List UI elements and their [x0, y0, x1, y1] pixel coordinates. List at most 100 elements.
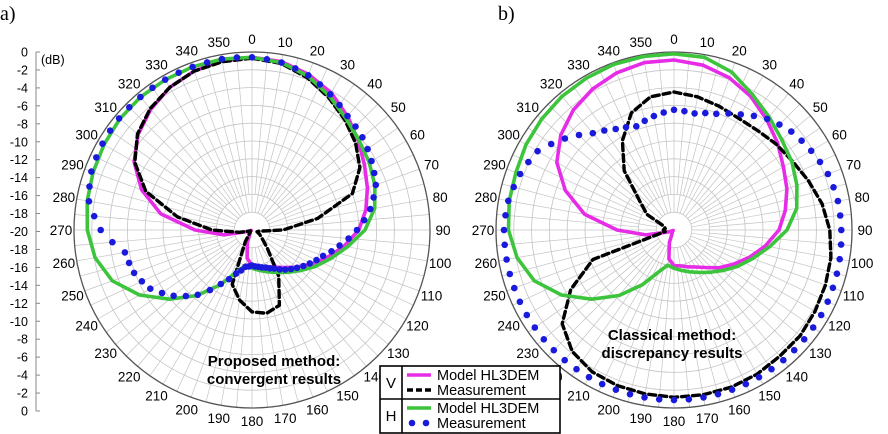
data-point — [788, 128, 795, 135]
grid-spoke — [254, 265, 268, 408]
grid-spoke — [512, 244, 642, 306]
grid-spoke — [125, 254, 228, 357]
legend-row-key: V — [386, 375, 396, 392]
angle-tick-label: 350 — [208, 35, 231, 50]
angle-tick-label: 220 — [118, 369, 141, 384]
data-point — [86, 183, 93, 190]
series-line-1 — [133, 56, 362, 315]
data-point — [816, 158, 824, 166]
legend-swatch-dot — [422, 419, 430, 427]
data-point — [237, 267, 245, 274]
data-point — [93, 154, 100, 161]
grid-spoke — [265, 115, 389, 219]
polar-grid — [73, 51, 431, 409]
data-point — [780, 356, 787, 364]
grid-spoke — [708, 238, 847, 277]
data-point — [836, 255, 843, 263]
angle-tick-label: 300 — [75, 128, 98, 143]
data-point — [147, 285, 154, 293]
data-point — [837, 241, 845, 248]
data-point — [158, 289, 166, 297]
angle-tick-label: 200 — [175, 403, 198, 418]
grid-spoke — [501, 238, 640, 277]
annotation-line: Proposed method: — [208, 353, 341, 370]
grid-spoke — [287, 214, 430, 228]
data-point — [510, 183, 517, 191]
data-point — [540, 336, 548, 343]
angle-tick-label: 250 — [61, 288, 84, 303]
grid-spoke — [260, 264, 299, 403]
data-point — [534, 147, 541, 155]
angle-tick-label: 350 — [630, 35, 653, 50]
data-point — [281, 266, 289, 273]
db-tick-label: -14 — [10, 279, 28, 293]
angle-tick-label: 100 — [429, 256, 452, 271]
angle-tick-label: 320 — [118, 77, 141, 92]
data-point — [316, 81, 324, 88]
data-point — [626, 390, 634, 398]
angle-tick-label: 170 — [274, 411, 297, 426]
data-point — [287, 265, 295, 273]
angle-tick-label: 180 — [663, 414, 686, 429]
angle-tick-label: 230 — [94, 346, 117, 361]
data-point — [336, 101, 343, 109]
data-point — [585, 373, 593, 381]
grid-spoke — [612, 62, 669, 214]
data-point — [633, 123, 640, 130]
angle-tick-label: 210 — [145, 388, 168, 403]
legend-swatch-dot — [408, 419, 416, 427]
grid-spoke — [571, 258, 654, 377]
angle-tick-label: 120 — [828, 319, 851, 334]
angle-tick-label: 190 — [630, 411, 653, 426]
grid-spoke — [149, 258, 232, 377]
grid-spoke — [537, 115, 661, 219]
angle-tick-label: 50 — [813, 100, 828, 115]
grid-spoke — [276, 103, 379, 206]
grid-spoke — [287, 232, 430, 246]
grid-spoke — [269, 198, 428, 228]
grid-spoke — [162, 75, 244, 215]
angle-tick-label: 260 — [475, 256, 498, 271]
grid-spoke — [685, 93, 789, 217]
data-point — [742, 380, 750, 388]
data-point — [824, 170, 832, 178]
grid-spoke — [105, 127, 224, 210]
grid-spoke — [642, 54, 672, 213]
data-point — [305, 72, 312, 79]
data-point — [531, 324, 539, 331]
data-point — [328, 248, 335, 255]
db-tick-label: -14 — [10, 171, 28, 185]
data-point — [702, 109, 709, 117]
grid-spoke — [84, 235, 236, 292]
db-tick-label: -18 — [10, 207, 28, 221]
grid-spoke — [254, 54, 284, 213]
angle-tick-label: 30 — [762, 58, 777, 73]
data-point — [218, 55, 226, 63]
angle-tick-label: 110 — [421, 288, 443, 303]
data-point — [85, 198, 93, 205]
data-point — [836, 212, 844, 219]
grid-spoke — [79, 238, 218, 277]
grid-spoke — [658, 52, 672, 195]
grid-spoke — [498, 232, 657, 262]
grid-spoke — [519, 238, 659, 320]
grid-spoke — [267, 238, 407, 320]
data-point — [149, 84, 156, 92]
legend-item-label: Measurement — [437, 383, 526, 399]
data-point — [206, 286, 214, 294]
data-point — [516, 298, 524, 306]
db-tick-label: -10 — [10, 135, 28, 149]
angle-tick-label: 0 — [248, 32, 256, 47]
grid-spoke — [694, 258, 777, 377]
grid-spoke — [584, 75, 666, 215]
grid-spoke — [501, 183, 640, 222]
data-point — [170, 292, 177, 300]
data-point — [232, 270, 240, 277]
angle-tick-label: 10 — [700, 35, 715, 50]
db-tick-label: -2 — [17, 63, 28, 77]
annotation-line: Classical method: — [608, 327, 736, 344]
data-point — [829, 284, 837, 292]
angle-tick-label: 330 — [145, 58, 168, 73]
grid-spoke — [286, 183, 425, 222]
